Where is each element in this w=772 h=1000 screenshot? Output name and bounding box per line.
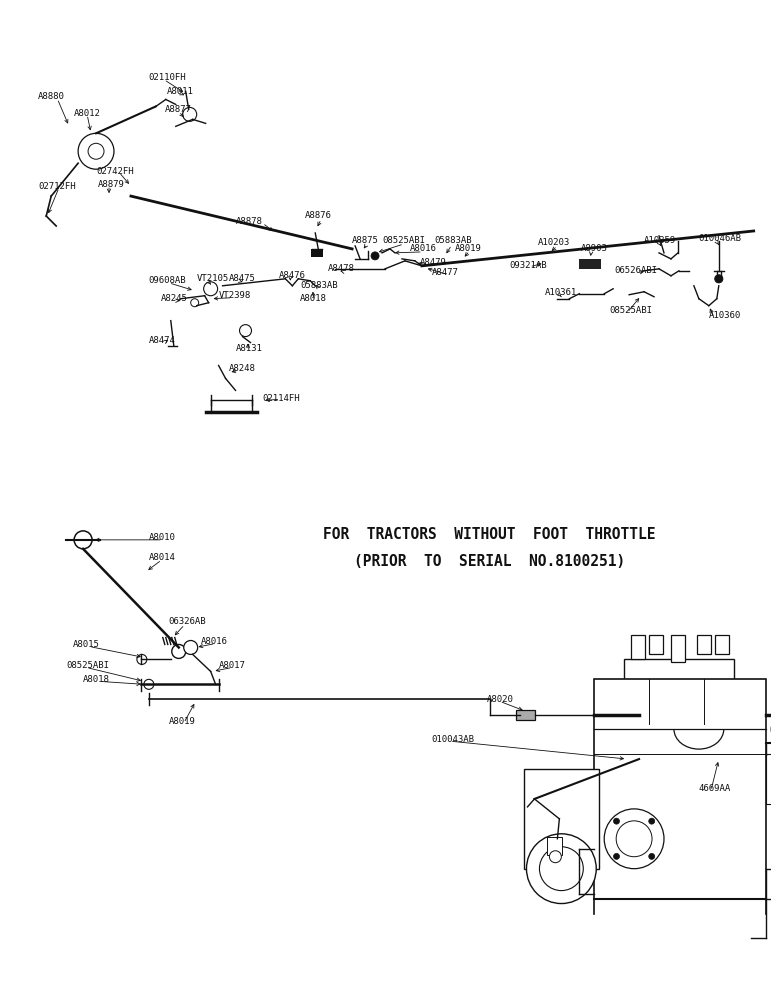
Circle shape [78, 133, 114, 169]
Text: 010046AB: 010046AB [699, 234, 742, 243]
Bar [594, 679, 766, 899]
Circle shape [715, 275, 723, 283]
Circle shape [648, 853, 655, 859]
Circle shape [540, 847, 584, 891]
Text: A8476: A8476 [279, 271, 305, 280]
Text: (PRIOR  TO  SERIAL  NO.8100251): (PRIOR TO SERIAL NO.8100251) [354, 554, 625, 569]
Text: 4669AA: 4669AA [699, 784, 731, 793]
Circle shape [172, 644, 186, 658]
Text: A8479: A8479 [420, 258, 447, 267]
Text: A8878: A8878 [235, 217, 262, 226]
Text: 08525ABI: 08525ABI [382, 236, 425, 245]
Circle shape [614, 818, 619, 824]
Circle shape [74, 531, 92, 549]
Text: A8477: A8477 [432, 268, 459, 277]
Text: A8016: A8016 [410, 244, 437, 253]
Text: 02110FH: 02110FH [149, 73, 187, 82]
Circle shape [239, 325, 252, 337]
Text: A8903: A8903 [581, 244, 608, 253]
Bar [547, 837, 562, 855]
Circle shape [616, 821, 652, 857]
Text: 02742FH: 02742FH [96, 167, 134, 176]
Circle shape [371, 252, 379, 260]
Circle shape [183, 107, 197, 121]
Text: A8014: A8014 [149, 553, 176, 562]
Text: 010043AB: 010043AB [432, 735, 475, 744]
Text: 08525ABI: 08525ABI [66, 661, 109, 670]
Text: 09608AB: 09608AB [149, 276, 187, 285]
Text: A8018: A8018 [83, 675, 110, 684]
Text: A8474: A8474 [149, 336, 176, 345]
Text: A8015: A8015 [73, 640, 100, 649]
Bar [715, 635, 729, 654]
Text: A8879: A8879 [98, 180, 125, 189]
Text: A8248: A8248 [229, 364, 256, 373]
Bar [516, 710, 536, 720]
Text: FOR  TRACTORS  WITHOUT  FOOT  THROTTLE: FOR TRACTORS WITHOUT FOOT THROTTLE [323, 527, 656, 542]
Text: 08525ABI: 08525ABI [609, 306, 652, 315]
Bar [671, 635, 685, 662]
Text: 09321AB: 09321AB [510, 261, 547, 270]
Circle shape [88, 143, 104, 159]
Text: 06326AB: 06326AB [169, 617, 206, 626]
Text: 02712FH: 02712FH [39, 182, 76, 191]
Text: 02114FH: 02114FH [262, 394, 300, 403]
Text: A8019: A8019 [455, 244, 482, 253]
Text: 05883AB: 05883AB [300, 281, 338, 290]
Text: A8877: A8877 [164, 105, 191, 114]
Bar [766, 754, 772, 804]
Text: A8876: A8876 [305, 211, 332, 220]
Circle shape [144, 679, 154, 689]
Circle shape [550, 851, 561, 863]
Circle shape [204, 282, 218, 296]
Text: A8475: A8475 [229, 274, 256, 283]
Circle shape [648, 818, 655, 824]
Bar [649, 635, 663, 654]
Text: A8478: A8478 [328, 264, 355, 273]
Bar [631, 635, 645, 659]
Text: A8019: A8019 [169, 717, 195, 726]
Text: VT2105: VT2105 [197, 274, 229, 283]
Text: A10203: A10203 [537, 238, 570, 247]
Text: A8011: A8011 [167, 87, 194, 96]
Bar [311, 249, 323, 257]
Bar [579, 259, 601, 269]
Circle shape [614, 853, 619, 859]
Bar [624, 659, 733, 681]
Circle shape [191, 299, 198, 307]
Text: A8017: A8017 [218, 661, 245, 670]
Text: A8020: A8020 [486, 695, 513, 704]
Circle shape [527, 834, 596, 904]
Text: A8245: A8245 [161, 294, 188, 303]
Text: 06526ABI: 06526ABI [615, 266, 657, 275]
Text: A10360: A10360 [709, 311, 741, 320]
Text: VT2398: VT2398 [218, 291, 251, 300]
Bar [697, 635, 711, 654]
Circle shape [137, 654, 147, 664]
Text: A8875: A8875 [352, 236, 379, 245]
Text: A10361: A10361 [544, 288, 577, 297]
Text: A10359: A10359 [644, 236, 676, 245]
Bar [524, 769, 599, 869]
Text: A8880: A8880 [39, 92, 65, 101]
Circle shape [604, 809, 664, 869]
Circle shape [184, 640, 198, 654]
Text: A8018: A8018 [300, 294, 327, 303]
Text: A8131: A8131 [235, 344, 262, 353]
Text: A8010: A8010 [149, 533, 176, 542]
Text: A8012: A8012 [74, 109, 101, 118]
Text: 05883AB: 05883AB [435, 236, 472, 245]
Text: A8016: A8016 [201, 637, 228, 646]
